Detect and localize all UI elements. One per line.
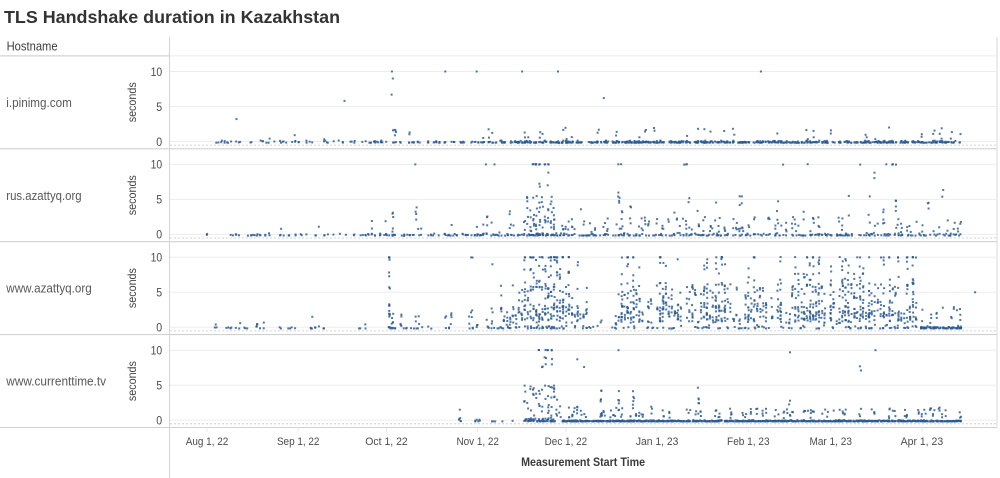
svg-text:0: 0 — [156, 321, 162, 335]
svg-text:i.pinimg.com: i.pinimg.com — [6, 96, 72, 110]
svg-text:seconds: seconds — [125, 175, 139, 215]
svg-text:rus.azattyq.org: rus.azattyq.org — [6, 189, 81, 203]
svg-text:Measurement Start Time: Measurement Start Time — [521, 455, 645, 469]
svg-text:10: 10 — [151, 158, 163, 172]
svg-text:Feb 1, 23: Feb 1, 23 — [727, 436, 770, 448]
svg-text:seconds: seconds — [125, 268, 139, 308]
svg-text:Nov 1, 22: Nov 1, 22 — [456, 436, 499, 448]
svg-text:0: 0 — [156, 414, 162, 428]
svg-text:5: 5 — [156, 379, 162, 393]
svg-text:Mar 1, 23: Mar 1, 23 — [809, 436, 852, 448]
svg-text:www.azattyq.org: www.azattyq.org — [5, 282, 91, 296]
svg-text:Sep 1, 22: Sep 1, 22 — [277, 436, 320, 448]
svg-text:Apr 1, 23: Apr 1, 23 — [901, 436, 944, 448]
svg-text:10: 10 — [151, 65, 163, 79]
svg-text:seconds: seconds — [125, 82, 139, 122]
svg-text:10: 10 — [151, 251, 163, 265]
svg-text:Jan 1, 23: Jan 1, 23 — [636, 436, 679, 448]
svg-text:Hostname: Hostname — [7, 39, 58, 54]
svg-text:Dec 1, 22: Dec 1, 22 — [545, 436, 588, 448]
svg-text:10: 10 — [151, 344, 163, 358]
svg-text:0: 0 — [156, 228, 162, 242]
svg-text:5: 5 — [156, 193, 162, 207]
svg-text:5: 5 — [156, 286, 162, 300]
svg-text:TLS Handshake duration in Kaza: TLS Handshake duration in Kazakhstan — [4, 7, 340, 27]
svg-text:0: 0 — [156, 135, 162, 149]
svg-text:www.currenttime.tv: www.currenttime.tv — [5, 375, 106, 389]
svg-text:seconds: seconds — [125, 361, 139, 401]
svg-text:Aug 1, 22: Aug 1, 22 — [186, 436, 229, 448]
svg-text:5: 5 — [156, 100, 162, 114]
svg-text:Oct 1, 22: Oct 1, 22 — [365, 436, 408, 448]
